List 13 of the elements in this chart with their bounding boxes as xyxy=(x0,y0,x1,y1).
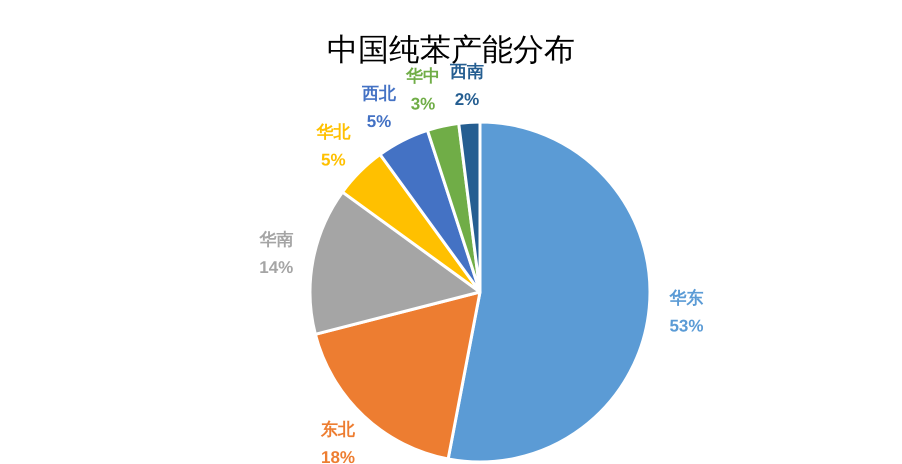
data-label: 5% xyxy=(366,112,392,132)
slice-label: 华南 xyxy=(258,230,294,250)
slice-label: 华中 xyxy=(404,66,440,86)
data-label: 5% xyxy=(321,150,346,170)
data-label: 3% xyxy=(410,94,436,114)
slice-label: 西北 xyxy=(360,84,397,104)
data-label: 14% xyxy=(259,258,294,278)
data-label: 2% xyxy=(454,90,480,110)
slice-label: 华东 xyxy=(668,288,704,308)
slice-label: 华北 xyxy=(315,122,352,142)
slice-label: 东北 xyxy=(320,420,356,440)
data-label: 18% xyxy=(321,448,356,464)
data-label: 53% xyxy=(669,316,704,336)
